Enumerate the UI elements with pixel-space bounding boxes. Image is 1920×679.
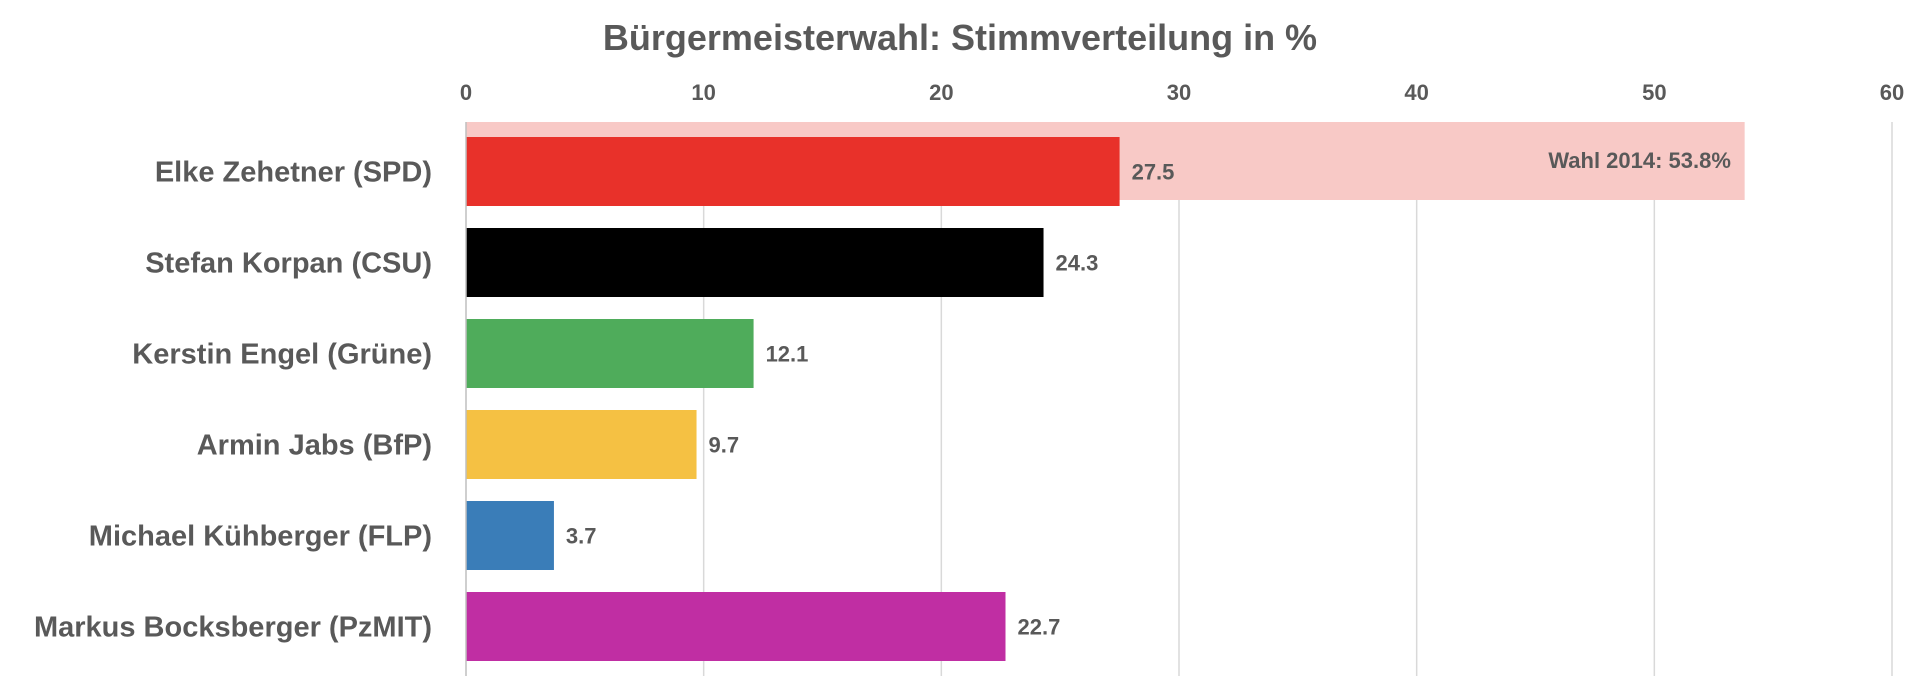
category-label-michael-k-hberger-flp: Michael Kühberger (FLP): [89, 521, 432, 553]
data-label-markus-bocksberger-pzmit: 22.7: [1018, 615, 1061, 640]
x-tick-label-0: 0: [460, 80, 472, 105]
gridlines: [702, 122, 1893, 676]
data-label-armin-jabs-bfp: 9.7: [709, 433, 740, 458]
bar-elke-zehetner-spd: [466, 137, 1120, 206]
data-label-kerstin-engel-gr-ne: 12.1: [766, 342, 809, 367]
x-tick-label-10: 10: [691, 80, 715, 105]
x-axis-tick-labels: 0 10 20 30 40 50 60: [460, 80, 1904, 105]
category-label-kerstin-engel-gr-ne: Kerstin Engel (Grüne): [132, 339, 432, 371]
chart-title: Bürgermeisterwahl: Stimmverteilung in %: [603, 17, 1317, 58]
x-tick-label-60: 60: [1880, 80, 1904, 105]
bar-armin-jabs-bfp: [466, 410, 697, 479]
bar-stefan-korpan-csu: [466, 228, 1044, 297]
category-label-elke-zehetner-spd: Elke Zehetner (SPD): [155, 157, 432, 189]
bar-michael-k-hberger-flp: [466, 501, 554, 570]
data-label-elke-zehetner-spd: 27.5: [1132, 160, 1175, 185]
data-label-stefan-korpan-csu: 24.3: [1056, 251, 1099, 276]
category-labels: Elke Zehetner (SPD) Stefan Korpan (CSU) Ke…: [34, 157, 432, 644]
reference-bar-label: Wahl 2014: 53.8%: [1548, 148, 1731, 173]
bar-kerstin-engel-gr-ne: [466, 319, 754, 388]
bar-markus-bocksberger-pzmit: [466, 592, 1006, 661]
x-tick-label-50: 50: [1642, 80, 1666, 105]
data-label-michael-k-hberger-flp: 3.7: [566, 524, 597, 549]
bars-group: 27.5 24.3 12.1 9.7 3.7 22.7: [466, 137, 1174, 661]
x-tick-label-20: 20: [929, 80, 953, 105]
category-label-armin-jabs-bfp: Armin Jabs (BfP): [197, 430, 432, 462]
x-tick-label-40: 40: [1404, 80, 1428, 105]
category-label-markus-bocksberger-pzmit: Markus Bocksberger (PzMIT): [34, 612, 432, 644]
category-label-stefan-korpan-csu: Stefan Korpan (CSU): [145, 248, 432, 280]
x-tick-label-30: 30: [1167, 80, 1191, 105]
